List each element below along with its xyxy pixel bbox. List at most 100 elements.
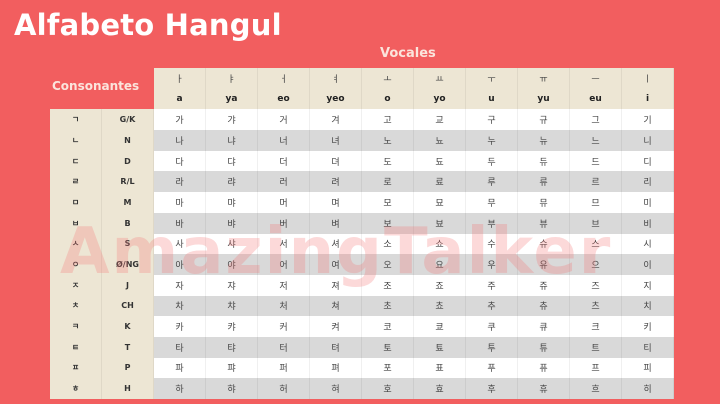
syllable-cell: 스 xyxy=(570,233,622,255)
consonant-roman: G/K xyxy=(102,109,154,131)
syllable-cell: 노 xyxy=(362,130,414,151)
vowel-roman: i xyxy=(622,88,674,110)
syllable-cell: 허 xyxy=(258,378,310,399)
syllable-cell: 처 xyxy=(258,295,310,317)
syllable-cell: 려 xyxy=(310,171,362,193)
syllable-cell: 냐 xyxy=(206,130,258,151)
syllable-cell: 캬 xyxy=(206,316,258,337)
syllable-cell: 셔 xyxy=(310,233,362,255)
table-row: ㅊ CH 차 챠 처 쳐 초 쵸 추 츄 츠 치 xyxy=(50,295,674,317)
syllable-cell: 니 xyxy=(622,130,674,151)
syllable-cell: 효 xyxy=(414,378,466,399)
syllable-cell: 버 xyxy=(258,212,310,234)
syllable-cell: 터 xyxy=(258,336,310,358)
syllable-cell: 르 xyxy=(570,171,622,193)
syllable-cell: 크 xyxy=(570,316,622,337)
syllable-cell: 여 xyxy=(310,254,362,275)
syllable-cell: 더 xyxy=(258,150,310,172)
syllable-cell: 기 xyxy=(622,109,674,131)
syllable-cell: 퓨 xyxy=(518,357,570,379)
consonant-jamo: ㅂ xyxy=(50,212,102,234)
consonant-roman: N xyxy=(102,130,154,151)
vowels-heading: Vocales xyxy=(380,46,436,61)
syllable-cell: 투 xyxy=(466,336,518,358)
consonant-jamo: ㅍ xyxy=(50,357,102,379)
syllable-cell: 머 xyxy=(258,192,310,213)
syllable-cell: 시 xyxy=(622,233,674,255)
syllable-cell: 슈 xyxy=(518,233,570,255)
syllable-cell: 져 xyxy=(310,274,362,296)
vowel-jamo: ㅡ xyxy=(570,68,622,89)
consonant-roman: Ø/NG xyxy=(102,254,154,275)
syllable-cell: 펴 xyxy=(310,357,362,379)
consonant-jamo: ㅌ xyxy=(50,336,102,358)
vowel-jamo: ㅏ xyxy=(154,68,206,89)
vowel-jamo: ㅛ xyxy=(414,68,466,89)
vowel-jamo: ㅗ xyxy=(362,68,414,89)
syllable-cell: 누 xyxy=(466,130,518,151)
syllable-cell: 비 xyxy=(622,212,674,234)
syllable-cell: 파 xyxy=(154,357,206,379)
vowel-roman: o xyxy=(362,88,414,110)
syllable-cell: 뱌 xyxy=(206,212,258,234)
syllable-cell: 피 xyxy=(622,357,674,379)
syllable-cell: 혀 xyxy=(310,378,362,399)
vowel-roman: ya xyxy=(206,88,258,110)
syllable-cell: 듀 xyxy=(518,150,570,172)
syllable-cell: 루 xyxy=(466,171,518,193)
syllable-cell: 뉴 xyxy=(518,130,570,151)
syllable-cell: 먀 xyxy=(206,192,258,213)
syllable-cell: 뷰 xyxy=(518,212,570,234)
syllable-cell: 저 xyxy=(258,274,310,296)
consonant-roman: CH xyxy=(102,295,154,317)
syllable-cell: 푸 xyxy=(466,357,518,379)
syllable-cell: 즈 xyxy=(570,274,622,296)
consonant-jamo: ㅁ xyxy=(50,192,102,213)
syllable-cell: 사 xyxy=(154,233,206,255)
syllable-cell: 겨 xyxy=(310,109,362,131)
blank-cell xyxy=(102,89,154,110)
vowel-roman: u xyxy=(466,88,518,110)
vowel-header-roman: a ya eo yeo o yo u yu eu i xyxy=(50,88,674,110)
syllable-cell: 흐 xyxy=(570,378,622,399)
consonant-jamo: ㄹ xyxy=(50,171,102,193)
syllable-cell: 쟈 xyxy=(206,274,258,296)
syllable-cell: 으 xyxy=(570,254,622,275)
syllable-cell: 티 xyxy=(622,336,674,358)
syllable-cell: 느 xyxy=(570,130,622,151)
consonants-heading: Consonantes xyxy=(52,79,140,93)
syllable-cell: 야 xyxy=(206,254,258,275)
blank-cell xyxy=(102,68,154,89)
syllable-cell: 요 xyxy=(414,254,466,275)
syllable-cell: 소 xyxy=(362,233,414,255)
syllable-cell: 차 xyxy=(154,295,206,317)
syllable-cell: 므 xyxy=(570,192,622,213)
syllable-cell: 가 xyxy=(154,109,206,131)
vowel-roman: yu xyxy=(518,88,570,110)
syllable-cell: 카 xyxy=(154,316,206,337)
syllable-cell: 료 xyxy=(414,171,466,193)
syllable-cell: 댜 xyxy=(206,150,258,172)
syllable-cell: 하 xyxy=(154,378,206,399)
syllable-cell: 그 xyxy=(570,109,622,131)
syllable-cell: 오 xyxy=(362,254,414,275)
syllable-cell: 커 xyxy=(258,316,310,337)
syllable-cell: 며 xyxy=(310,192,362,213)
syllable-cell: 브 xyxy=(570,212,622,234)
syllable-cell: 표 xyxy=(414,357,466,379)
consonant-jamo: ㅅ xyxy=(50,233,102,255)
consonant-roman: H xyxy=(102,378,154,399)
syllable-cell: 쇼 xyxy=(414,233,466,255)
syllable-cell: 러 xyxy=(258,171,310,193)
syllable-cell: 퍼 xyxy=(258,357,310,379)
vowel-jamo: ㅓ xyxy=(258,68,310,89)
syllable-cell: 라 xyxy=(154,171,206,193)
